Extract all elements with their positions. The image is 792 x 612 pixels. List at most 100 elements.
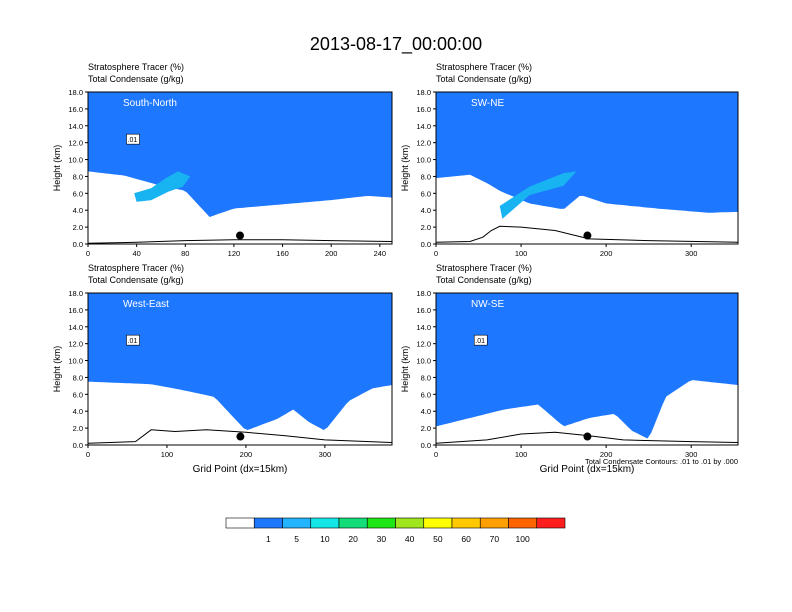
figure-title: 2013-08-17_00:00:00: [310, 34, 482, 55]
y-tick-label: 16.0: [68, 105, 83, 114]
y-tick-label: 16.0: [68, 306, 83, 315]
y-tick-label: 8.0: [73, 373, 83, 382]
panel-header-tracer: Stratosphere Tracer (%): [88, 62, 184, 72]
panel-label: SW-NE: [471, 98, 504, 109]
panels: 0.0 2.0 4.0 6.0 8.0 10.0 12.0 14.0 16.0 18.0 0 40 80…: [52, 62, 739, 475]
x-tick-label: 300: [685, 249, 698, 258]
colorbar-swatch: [479, 517, 509, 529]
y-axis-label: Height (km): [52, 145, 62, 192]
colorbar-label: 100: [516, 534, 530, 544]
location-marker: [583, 231, 592, 240]
x-tick-label: 120: [228, 249, 241, 258]
y-tick-label: 6.0: [73, 390, 83, 399]
colorbar-swatch: [395, 517, 425, 529]
colorbar-label: 70: [490, 534, 500, 544]
contour-label-box: [473, 334, 488, 346]
colorbar-label: 50: [433, 534, 443, 544]
y-tick-label: 18.0: [416, 289, 431, 298]
colorbar-label: 40: [405, 534, 415, 544]
x-tick-label: 200: [600, 450, 613, 459]
y-tick-label: 14.0: [416, 323, 431, 332]
x-tick-label: 0: [434, 450, 438, 459]
x-tick-label: 160: [276, 249, 289, 258]
y-tick-label: 2.0: [73, 424, 83, 433]
y-tick-label: 0.0: [73, 240, 83, 249]
y-tick-label: 16.0: [416, 306, 431, 315]
colorbar-swatch: [253, 517, 283, 529]
location-marker: [236, 231, 244, 240]
x-tick-label: 40: [132, 249, 140, 258]
colorbar-swatch: [451, 517, 481, 529]
colorbar: 1 5 10 20 30 40 50 60 70 100: [225, 517, 566, 544]
location-marker: [583, 432, 592, 441]
chart-panel: 0.0 2.0 4.0 6.0 8.0 10.0 12.0 14.0 16.0 18.0 0 100 2…: [400, 263, 739, 475]
x-tick-label: 200: [325, 249, 338, 258]
x-axis-label: Grid Point (dx=15km): [193, 464, 288, 475]
x-tick-label: 80: [181, 249, 189, 258]
terrain-line: [88, 429, 392, 444]
y-axis-label: Height (km): [400, 145, 410, 192]
terrain-line: [436, 225, 738, 243]
y-tick-label: 10.0: [68, 156, 83, 165]
tracer-band: [436, 293, 738, 439]
colorbar-swatch: [282, 517, 312, 529]
y-tick-label: 12.0: [416, 340, 431, 349]
y-tick-label: 14.0: [68, 122, 83, 131]
panel-header-tracer: Stratosphere Tracer (%): [436, 62, 532, 72]
y-tick-label: 8.0: [73, 172, 83, 181]
contour-label-box: [126, 133, 140, 145]
y-tick-label: 6.0: [421, 189, 431, 198]
colorbar-swatch: [366, 517, 396, 529]
y-tick-label: 4.0: [421, 407, 431, 416]
colorbar-swatch: [508, 517, 538, 529]
colorbar-swatch: [423, 517, 453, 529]
tracer-field: [436, 92, 738, 244]
tracer-field: [88, 92, 392, 244]
colorbar-label: 1: [266, 534, 271, 544]
panel-header-condensate: Total Condensate (g/kg): [88, 74, 184, 84]
panel-header-tracer: Stratosphere Tracer (%): [436, 263, 532, 273]
x-tick-label: 0: [86, 450, 90, 459]
y-tick-label: 0.0: [421, 441, 431, 450]
y-tick-label: 8.0: [421, 373, 431, 382]
x-tick-label: 200: [240, 450, 253, 459]
terrain-line: [88, 239, 392, 244]
x-tick-label: 240: [374, 249, 387, 258]
y-tick-label: 2.0: [73, 223, 83, 232]
panel-header-condensate: Total Condensate (g/kg): [436, 275, 532, 285]
y-tick-label: 10.0: [68, 357, 83, 366]
x-tick-label: 100: [515, 249, 528, 258]
y-tick-label: 2.0: [421, 223, 431, 232]
y-tick-label: 6.0: [73, 189, 83, 198]
y-tick-label: 10.0: [416, 357, 431, 366]
y-tick-label: 4.0: [73, 206, 83, 215]
colorbar-label: 20: [348, 534, 358, 544]
location-marker: [236, 432, 245, 441]
x-tick-label: 0: [86, 249, 90, 258]
y-tick-label: 14.0: [416, 122, 431, 131]
chart-panel: 0.0 2.0 4.0 6.0 8.0 10.0 12.0 14.0 16.0 18.0 0 100 2…: [52, 263, 393, 475]
y-tick-label: 18.0: [68, 88, 83, 97]
y-tick-label: 14.0: [68, 323, 83, 332]
colorbar-label: 60: [461, 534, 471, 544]
y-tick-label: 6.0: [421, 390, 431, 399]
panel-header-condensate: Total Condensate (g/kg): [436, 74, 532, 84]
x-tick-label: 300: [319, 450, 332, 459]
x-tick-label: 0: [434, 249, 438, 258]
terrain-line: [436, 431, 738, 444]
panel-label: West-East: [123, 299, 169, 310]
y-tick-label: 10.0: [416, 156, 431, 165]
tracer-band: [436, 92, 738, 213]
contour-label: .01: [128, 137, 138, 144]
colorbar-swatch: [310, 517, 340, 529]
colorbar-swatch: [338, 517, 368, 529]
y-tick-label: 4.0: [73, 407, 83, 416]
colorbar-swatch: [225, 517, 255, 529]
x-axis-label: Grid Point (dx=15km): [540, 464, 635, 475]
contour-label: .01: [128, 338, 138, 345]
contour-footnote: Total Condensate Contours: .01 to .01 by…: [585, 457, 738, 466]
x-tick-label: 200: [600, 249, 613, 258]
x-tick-label: 100: [515, 450, 528, 459]
colorbar-label: 30: [377, 534, 387, 544]
y-tick-label: 18.0: [68, 289, 83, 298]
